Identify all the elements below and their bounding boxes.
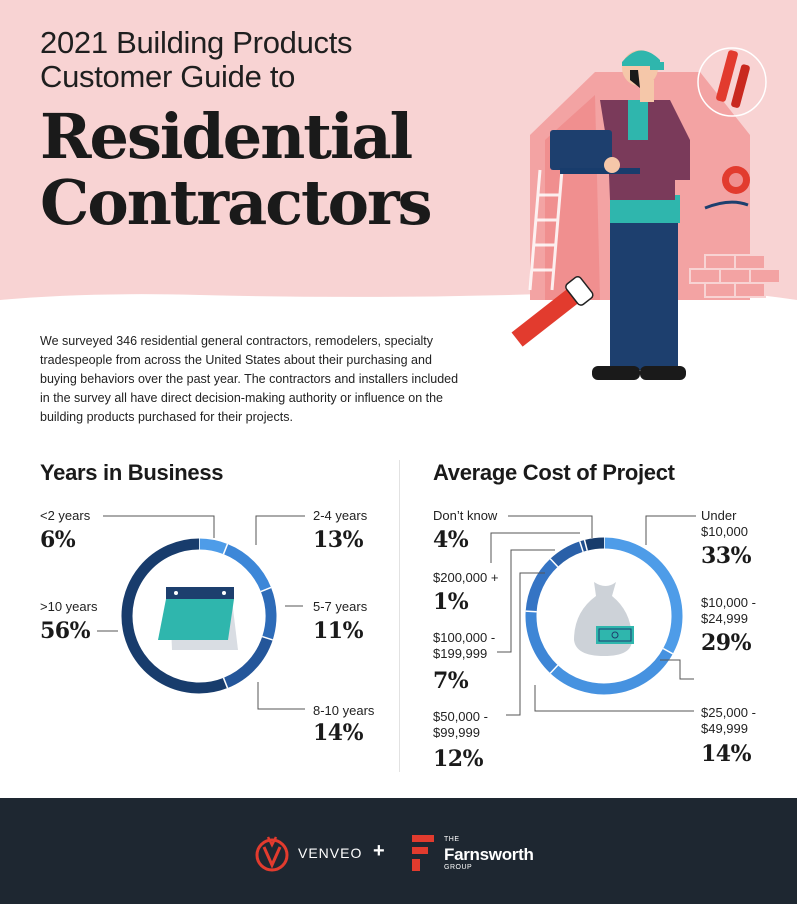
label-100k-199k-line1: $100,000 - xyxy=(433,630,496,645)
pct-under-10k: 33% xyxy=(701,543,752,569)
years-separator-4 xyxy=(222,677,229,689)
pct-10k-24k: 29% xyxy=(701,630,752,656)
cost-slice-6 xyxy=(584,537,605,551)
label-5-7-years: 5-7 years xyxy=(313,599,368,614)
title-line-1: Residential xyxy=(40,100,413,173)
label-under-10k-line1: Under xyxy=(701,508,737,523)
cost-separator-2 xyxy=(549,664,559,674)
pct-25k-49k: 14% xyxy=(701,741,752,767)
cost-separator-5 xyxy=(579,541,584,553)
cost-title: Average Cost of Project xyxy=(433,460,675,485)
pct-dont-know: 4% xyxy=(433,527,469,553)
cost-donut xyxy=(525,537,683,695)
years-separator-3 xyxy=(262,635,273,641)
subtitle-line-2: Customer Guide to xyxy=(40,59,296,94)
years-separator-2 xyxy=(260,586,272,593)
label-100k-199k-line2: $199,999 xyxy=(433,646,488,661)
label-10k-24k-line1: $10,000 - xyxy=(701,595,756,610)
subtitle-line-1: 2021 Building Products xyxy=(40,25,353,60)
money-bag-icon xyxy=(574,582,634,656)
years-slice-1 xyxy=(223,543,272,592)
label-lt2-years: <2 years xyxy=(40,508,91,523)
label-gt10-years: >10 years xyxy=(40,599,98,614)
plus-sign: + xyxy=(373,840,385,862)
pct-gt10-years: 56% xyxy=(40,618,91,644)
intro-paragraph: We surveyed 346 residential general cont… xyxy=(40,334,459,424)
pct-50k-99k: 12% xyxy=(433,746,484,772)
hero-header: 2021 Building Products Customer Guide to… xyxy=(40,25,433,239)
label-25k-49k-line2: $49,999 xyxy=(701,721,748,736)
pct-5-7-years: 11% xyxy=(313,618,364,644)
farnsworth-wordmark: Farnsworth xyxy=(444,845,534,864)
title-line-2: Contractors xyxy=(40,166,433,239)
years-slice-0 xyxy=(198,538,228,555)
label-50k-99k-line2: $99,999 xyxy=(433,725,480,740)
venveo-wordmark: VENVEO xyxy=(298,845,363,861)
cost-separator-1 xyxy=(662,647,674,655)
label-50k-99k-line1: $50,000 - xyxy=(433,709,488,724)
years-donut xyxy=(121,538,277,694)
venveo-logo-icon xyxy=(255,836,289,872)
cost-separator-3 xyxy=(525,610,537,613)
label-over-200k: $200,000 + xyxy=(433,570,499,585)
calendar-icon xyxy=(158,587,238,650)
label-25k-49k-line1: $25,000 - xyxy=(701,705,756,720)
farnsworth-the: THE xyxy=(444,836,460,843)
cost-slice-1 xyxy=(550,648,673,695)
section-divider xyxy=(399,460,400,772)
cost-slice-2 xyxy=(525,611,558,674)
pct-over-200k: 1% xyxy=(433,589,469,615)
label-2-4-years: 2-4 years xyxy=(313,508,368,523)
pct-2-4-years: 13% xyxy=(313,527,364,553)
farnsworth-group: GROUP xyxy=(444,864,473,871)
cost-separator-4 xyxy=(549,558,559,568)
pct-8-10-years: 14% xyxy=(313,720,364,746)
years-leader-lines xyxy=(97,515,305,710)
cost-slice-0 xyxy=(603,537,683,654)
years-slice-4 xyxy=(121,538,228,694)
label-dont-know: Don’t know xyxy=(433,508,498,523)
cost-leader-lines xyxy=(490,515,696,716)
years-separator-1 xyxy=(222,543,229,555)
cost-separator-6 xyxy=(583,539,588,551)
contractor-illustration xyxy=(511,47,781,380)
cost-slice-5 xyxy=(579,539,588,552)
cost-slice-3 xyxy=(525,558,558,612)
years-slice-3 xyxy=(223,636,273,689)
years-title: Years in Business xyxy=(40,460,224,485)
label-8-10-years: 8-10 years xyxy=(313,703,375,718)
farnsworth-logo-icon xyxy=(412,835,434,871)
cost-slice-4 xyxy=(550,541,584,567)
label-10k-24k-line2: $24,999 xyxy=(701,611,748,626)
label-under-10k-line2: $10,000 xyxy=(701,524,748,539)
pct-lt2-years: 6% xyxy=(40,527,76,553)
footer xyxy=(0,798,797,904)
years-slice-2 xyxy=(260,587,277,640)
pct-100k-199k: 7% xyxy=(433,668,469,694)
